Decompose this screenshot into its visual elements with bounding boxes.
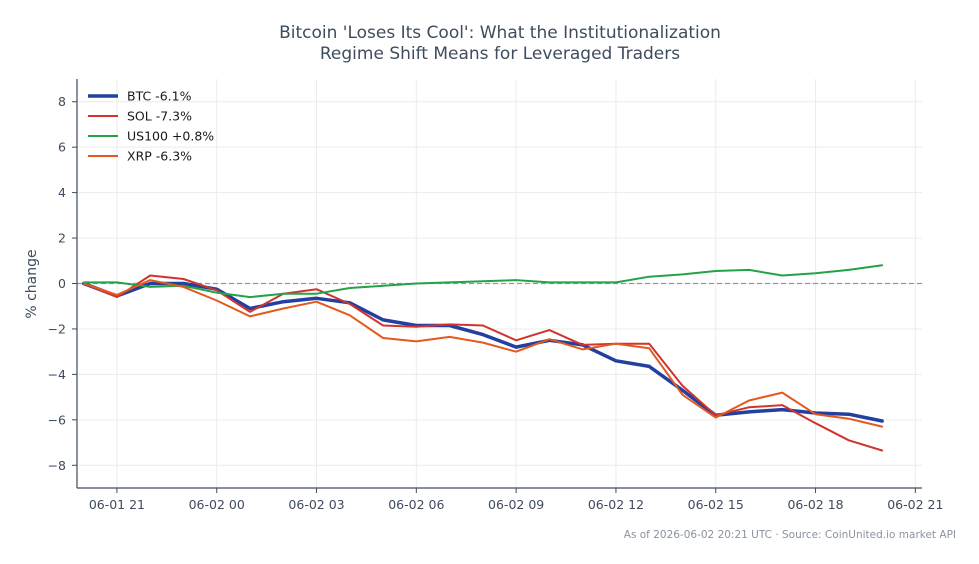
x-tick-label: 06-02 21 — [887, 497, 943, 512]
y-tick-label: 0 — [58, 276, 66, 291]
chart-title-line-1: Bitcoin 'Loses Its Cool': What the Insti… — [279, 23, 721, 43]
y-tick-label: 4 — [58, 185, 66, 200]
x-axis-ticks: 06-01 21 06-02 00 06-02 03 06-02 06 06-02 09… — [89, 488, 943, 512]
series-lines — [81, 264, 884, 452]
x-tick-label: 06-02 15 — [688, 497, 744, 512]
legend: BTC -6.1% SOL -7.3% US100 +0.8% XRP -6.3% — [88, 89, 214, 164]
y-tick-label: −2 — [48, 321, 66, 336]
y-tick-label: 2 — [58, 231, 66, 246]
legend-label-2: US100 +0.8% — [127, 129, 214, 144]
x-tick-label: 06-02 09 — [488, 497, 544, 512]
series-line-3 — [82, 279, 884, 428]
source-footer: As of 2026-06-02 20:21 UTC · Source: Coi… — [624, 529, 956, 541]
x-tick-label: 06-01 21 — [89, 497, 145, 512]
x-tick-label: 06-02 12 — [588, 497, 644, 512]
x-tick-label: 06-02 03 — [288, 497, 344, 512]
series-line-2 — [82, 264, 884, 299]
y-tick-label: 6 — [58, 140, 66, 155]
y-tick-label: −8 — [48, 458, 66, 473]
x-tick-label: 06-02 18 — [787, 497, 843, 512]
series-line-1 — [82, 274, 884, 452]
legend-label-0: BTC -6.1% — [127, 89, 192, 104]
x-tick-label: 06-02 06 — [388, 497, 444, 512]
legend-label-1: SOL -7.3% — [127, 109, 192, 124]
chart-title-line-2: Regime Shift Means for Leveraged Traders — [320, 44, 680, 64]
series-line-0 — [81, 281, 884, 423]
y-tick-label: 8 — [58, 94, 66, 109]
x-tick-label: 06-02 00 — [189, 497, 245, 512]
y-tick-label: −4 — [48, 367, 66, 382]
legend-label-3: XRP -6.3% — [127, 149, 192, 164]
y-tick-label: −6 — [48, 412, 66, 427]
y-axis-ticks: 8 6 4 2 0 −2 −4 −6 −8 — [48, 94, 77, 473]
y-axis-label: % change — [24, 249, 40, 318]
